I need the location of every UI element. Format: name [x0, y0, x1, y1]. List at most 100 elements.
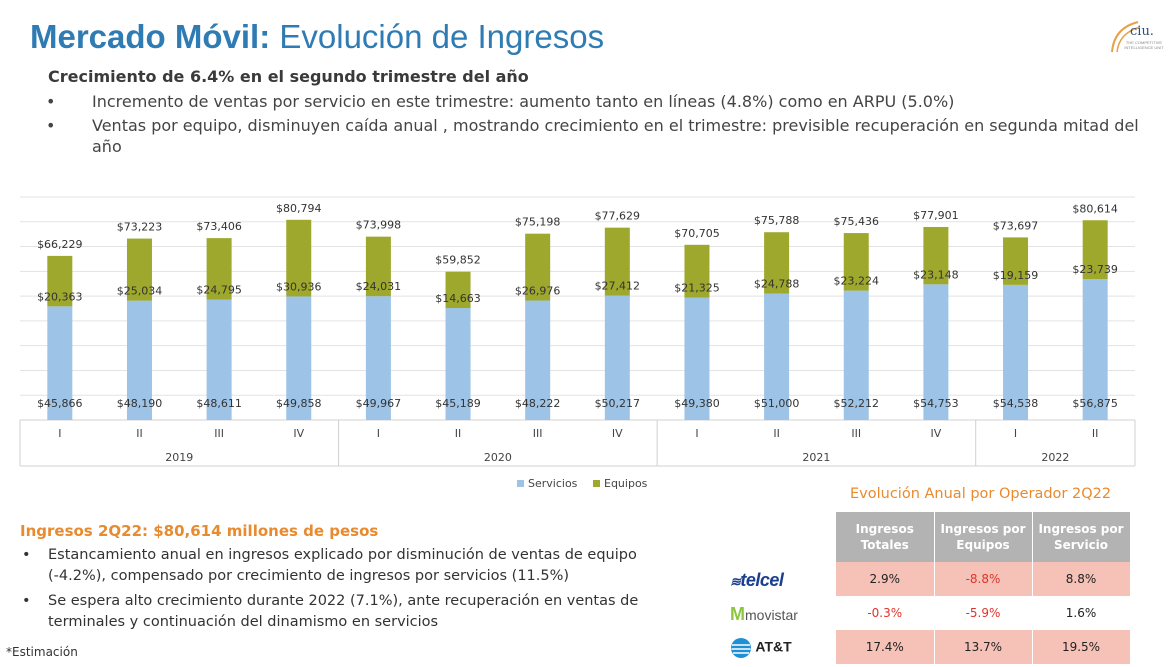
operators-table-title: Evolución Anual por Operador 2Q22 [850, 486, 1112, 502]
legend-label-servicios: Servicios [528, 477, 578, 490]
header-equipment-revenue: Ingresos por Equipos [934, 512, 1033, 562]
data-label-servicios: $50,217 [595, 397, 641, 410]
bar-servicios [604, 295, 630, 420]
bar-equipos [604, 227, 630, 296]
page-title: Mercado Móvil: Evolución de Ingresos [30, 18, 604, 56]
data-label-total: $75,198 [515, 216, 561, 229]
bar-servicios [286, 296, 312, 420]
summary-bullet-text: Ventas por equipo, disminuyen caída anua… [92, 116, 1139, 156]
telcel-logo-text: telcel [740, 570, 784, 590]
data-label-equipos: $23,739 [1072, 263, 1118, 276]
bar-servicios [684, 297, 710, 420]
att-logo: AT&T [730, 637, 792, 659]
bar-equipos [445, 271, 471, 309]
data-label-total: $70,705 [674, 227, 720, 240]
x-tick-label: III [533, 427, 543, 440]
estimation-note: *Estimación [6, 645, 78, 659]
data-label-servicios: $48,611 [196, 397, 242, 410]
bar-servicios [843, 290, 869, 420]
x-tick-label: IV [931, 427, 942, 440]
logo-subtext: THE COMPETITIVE INTELLIGENCE UNIT [1124, 40, 1164, 50]
bar-equipos [525, 233, 551, 301]
data-label-servicios: $45,189 [435, 397, 481, 410]
year-label: 2019 [165, 451, 193, 464]
data-label-servicios: $48,190 [117, 397, 163, 410]
x-tick-label: IV [293, 427, 304, 440]
x-tick-label: II [455, 427, 462, 440]
data-label-equipos: $25,034 [117, 285, 163, 298]
x-tick-label: II [773, 427, 780, 440]
year-label: 2022 [1041, 451, 1069, 464]
data-label-total: $59,852 [435, 254, 481, 267]
bar-servicios [365, 296, 391, 420]
data-label-servicios: $54,538 [993, 397, 1039, 410]
movistar-logo-text: movistar [745, 607, 798, 623]
table-row-telcel: 2.9% -8.8% 8.8% [836, 562, 1131, 596]
summary-subtitle: Crecimiento de 6.4% en el segundo trimes… [48, 67, 529, 86]
revenue-stacked-bar-chart: 2019 2020 2021 2022 $45,866 $20,363 $66,229 I $4… [19, 196, 1136, 490]
data-label-servicios: $49,967 [356, 397, 402, 410]
data-label-equipos: $30,936 [276, 280, 322, 293]
data-label-servicios: $54,753 [913, 397, 959, 410]
data-label-equipos: $19,159 [993, 269, 1039, 282]
x-tick-label: I [1014, 427, 1017, 440]
data-label-servicios: $56,875 [1072, 397, 1118, 410]
x-tick-label: IV [612, 427, 623, 440]
data-label-total: $73,406 [196, 220, 242, 233]
data-label-equipos: $20,363 [37, 290, 83, 303]
bar-servicios [525, 300, 551, 420]
bar-servicios [206, 299, 232, 420]
x-tick-label: I [58, 427, 61, 440]
bar-servicios [1082, 279, 1108, 420]
operators-table: Ingresos Totales Ingresos por Equipos In… [836, 512, 1131, 664]
legend-label-equipos: Equipos [604, 477, 648, 490]
legend-swatch-equipos [593, 480, 600, 487]
bar-equipos [206, 238, 232, 300]
bar-servicios [1003, 284, 1029, 420]
table-cell: 1.6% [1032, 596, 1131, 630]
data-label-equipos: $14,663 [435, 292, 481, 305]
logo-text: ciu. [1130, 24, 1154, 39]
data-label-servicios: $45,866 [37, 397, 83, 410]
table-cell: -8.8% [934, 562, 1033, 596]
bar-equipos [126, 238, 152, 301]
x-tick-label: I [377, 427, 380, 440]
bottom-bullet-text: Se espera alto crecimiento durante 2022 … [48, 593, 639, 630]
telcel-logo: ≋telcel [730, 570, 784, 590]
summary-bullet-text: Incremento de ventas por servicio en est… [92, 92, 955, 111]
bar-equipos [764, 232, 790, 294]
summary-bullet: • Ventas por equipo, disminuyen caída an… [46, 115, 1142, 157]
bottom-bullet: • Se espera alto crecimiento durante 202… [22, 591, 678, 633]
bullet-dot: • [22, 547, 31, 563]
bar-servicios [126, 300, 152, 420]
x-tick-label: III [851, 427, 861, 440]
table-cell: 17.4% [836, 630, 935, 664]
bullet-dot: • [46, 92, 56, 111]
bar-equipos [1003, 237, 1029, 285]
data-label-equipos: $23,148 [913, 268, 959, 281]
data-label-equipos: $23,224 [834, 275, 880, 288]
att-globe-icon [731, 638, 751, 658]
data-label-total: $73,998 [356, 219, 402, 232]
header-service-revenue: Ingresos por Servicio [1032, 512, 1131, 562]
data-label-servicios: $52,212 [834, 397, 880, 410]
bar-equipos [684, 244, 710, 298]
year-label: 2020 [484, 451, 512, 464]
table-row-movistar: -0.3% -5.9% 1.6% [836, 596, 1131, 630]
revenue-2q22-title: Ingresos 2Q22: $80,614 millones de pesos [20, 522, 379, 540]
bar-equipos [286, 219, 312, 297]
data-label-total: $66,229 [37, 238, 83, 251]
data-label-total: $80,794 [276, 202, 322, 215]
x-tick-label: II [136, 427, 143, 440]
data-label-total: $80,614 [1072, 202, 1118, 215]
bar-servicios [923, 284, 949, 420]
bullet-dot: • [46, 116, 56, 135]
header-total-revenue: Ingresos Totales [836, 512, 935, 562]
x-tick-label: II [1092, 427, 1099, 440]
table-cell: -5.9% [934, 596, 1033, 630]
data-label-total: $73,223 [117, 221, 163, 234]
data-label-total: $75,788 [754, 214, 800, 227]
data-label-total: $75,436 [834, 215, 880, 228]
bar-servicios [764, 293, 790, 420]
bar-equipos [1082, 220, 1108, 280]
